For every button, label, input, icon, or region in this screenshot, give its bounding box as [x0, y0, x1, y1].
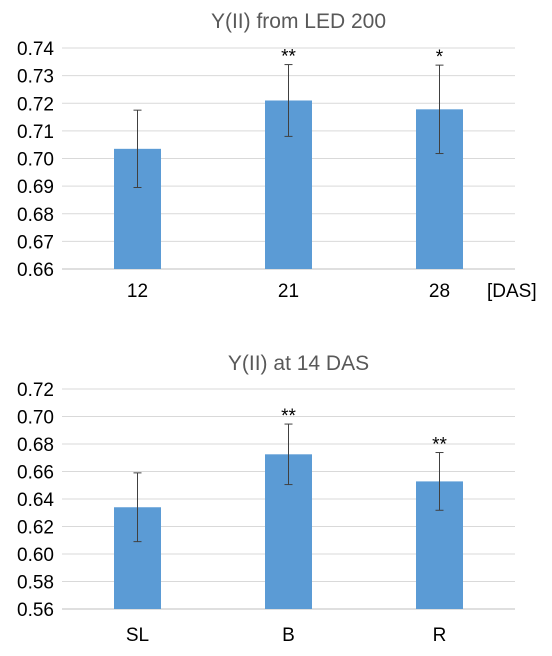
y-tick-label: 0.70: [17, 408, 54, 429]
y-tick-label: 0.62: [17, 518, 54, 539]
chart-1: Y(II) from LED 200 0.66 0.67 0.68 0.69 0.70 0.…: [17, 10, 537, 302]
error-bar: [284, 64, 293, 137]
y-tick-label: 0.68: [17, 435, 54, 456]
chart-title: Y(II) at 14 DAS: [228, 352, 369, 375]
y-tick-label: 0.67: [17, 232, 54, 253]
chart-title: Y(II) from LED 200: [211, 10, 386, 33]
error-bar: [133, 472, 142, 543]
y-tick-label: 0.64: [17, 490, 54, 511]
y-tick-label: 0.66: [17, 463, 54, 484]
y-tick-label: 0.74: [17, 39, 54, 60]
x-category-label: B: [282, 625, 295, 646]
x-category-label: R: [433, 625, 447, 646]
error-bar: [435, 452, 444, 511]
y-tick-label: 0.72: [17, 380, 54, 401]
x-category-label: 12: [127, 281, 148, 302]
significance-marker: *: [436, 47, 444, 68]
chart-2: Y(II) at 14 DAS 0.56 0.58 0.60 0.62 0.64 0.66 0…: [17, 352, 515, 646]
y-tick-label: 0.70: [17, 150, 54, 171]
y-tick-label: 0.58: [17, 573, 54, 594]
y-tick-label: 0.60: [17, 545, 54, 566]
x-category-label: SL: [126, 625, 149, 646]
y-tick-label: 0.72: [17, 94, 54, 115]
x-category-label: 21: [278, 281, 299, 302]
y-tick-label: 0.73: [17, 67, 54, 88]
significance-marker: **: [432, 435, 447, 456]
x-category-label: 28: [429, 281, 450, 302]
error-bar: [284, 423, 293, 486]
y-tick-label: 0.56: [17, 600, 54, 621]
error-bar: [133, 109, 142, 189]
y-tick-label: 0.68: [17, 205, 54, 226]
y-tick-label: 0.71: [17, 122, 54, 143]
x-axis-unit: [DAS]: [487, 281, 537, 302]
y-tick-label: 0.66: [17, 260, 54, 281]
y-tick-label: 0.69: [17, 177, 54, 198]
error-bar: [435, 64, 444, 155]
significance-marker: **: [281, 47, 296, 68]
significance-marker: **: [281, 406, 296, 427]
